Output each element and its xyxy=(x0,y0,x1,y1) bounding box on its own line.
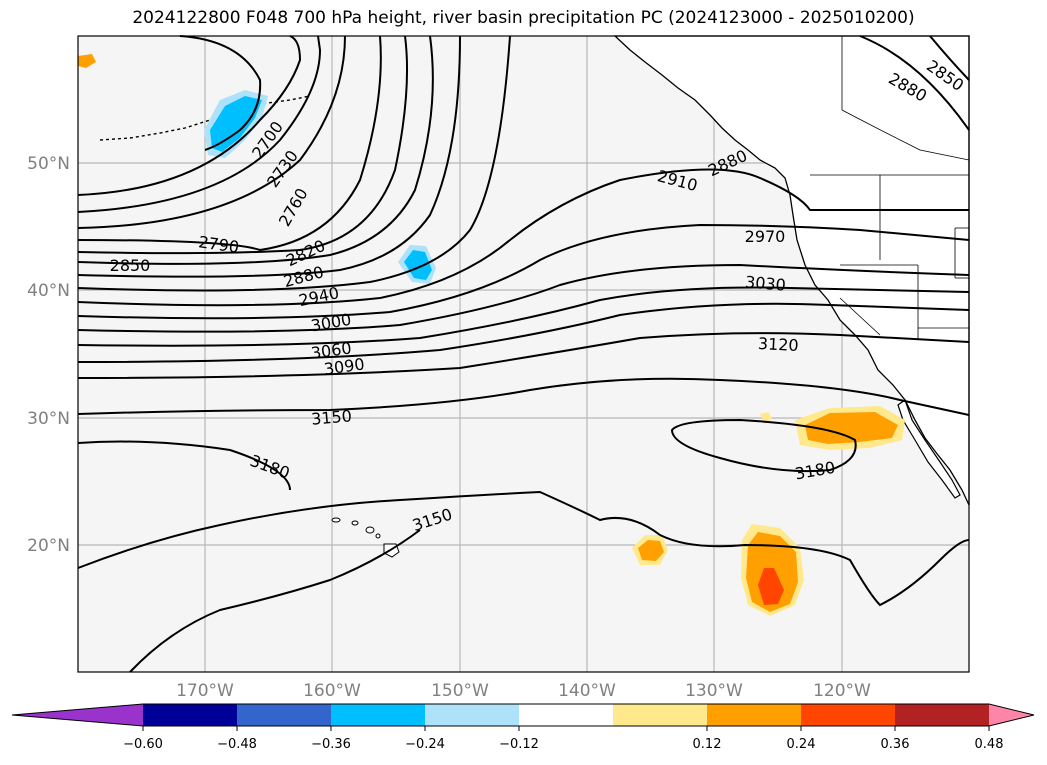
colorbar-tick-label: −0.60 xyxy=(123,737,163,752)
contour-label: 2850 xyxy=(110,256,151,275)
colorbar-segment xyxy=(425,704,520,726)
colorbar-segment xyxy=(895,704,990,726)
precip-neg-aleutian-core xyxy=(210,96,262,152)
borders xyxy=(810,36,970,340)
lon-label: 150°W xyxy=(431,681,489,701)
precip-pos-dot xyxy=(760,412,772,424)
precip-fills xyxy=(78,54,905,616)
contour-label: 3150 xyxy=(310,406,352,428)
lat-label: 20°N xyxy=(27,536,70,556)
lon-label: 130°W xyxy=(685,681,743,701)
lon-label: 120°W xyxy=(813,681,871,701)
lat-label: 50°N xyxy=(27,154,70,174)
map-frame xyxy=(77,35,970,673)
lon-label: 160°W xyxy=(303,681,361,701)
map-title: 2024122800 F048 700 hPa height, river ba… xyxy=(132,8,915,28)
colorbar-tick-label: −0.24 xyxy=(405,737,445,752)
lon-label: 170°W xyxy=(176,681,234,701)
colorbar-tick-label: 0.12 xyxy=(693,737,722,752)
lon-labels: 170°W 160°W 150°W 140°W 130°W 120°W xyxy=(176,681,871,701)
colorbar-segment xyxy=(143,704,238,726)
colorbar-extend-low xyxy=(12,704,143,726)
colorbar-segment xyxy=(237,704,332,726)
contour-label: 3030 xyxy=(744,272,786,294)
colorbar-segment xyxy=(519,704,614,726)
colorbar-tick-label: 0.36 xyxy=(881,737,910,752)
colorbar-extend-high xyxy=(989,704,1034,726)
land-north-america xyxy=(613,35,970,506)
contour-label: 3120 xyxy=(757,334,799,355)
height-contours xyxy=(77,35,970,673)
colorbar: −0.60 −0.48 −0.36 −0.24 −0.12 0.12 0.24 0.36 0.4… xyxy=(11,703,1035,752)
colorbar-segment xyxy=(801,704,896,726)
lon-label: 140°W xyxy=(558,681,616,701)
precip-neg-pacific-core xyxy=(404,250,432,280)
colorbar-tick-label: 0.48 xyxy=(975,737,1004,752)
precip-pos-corner xyxy=(78,54,96,68)
colorbar-tick-label: −0.48 xyxy=(217,737,257,752)
map-panel: 2850 2880 2880 2700 2730 2760 2790 2820 … xyxy=(77,35,970,673)
precip-pos-ne-pacific-core xyxy=(805,412,898,444)
colorbar-tick-label: 0.24 xyxy=(787,737,816,752)
colorbar-segment xyxy=(613,704,708,726)
lat-labels: 50°N 40°N 30°N 20°N xyxy=(27,154,70,556)
lat-label: 40°N xyxy=(27,281,70,301)
colorbar-tick-label: −0.36 xyxy=(311,737,351,752)
precip-pos-hi-core xyxy=(638,540,664,561)
lat-label: 30°N xyxy=(27,409,70,429)
contour-label: 2970 xyxy=(745,227,786,246)
colorbar-tick-label: −0.12 xyxy=(499,737,539,752)
colorbar-segment xyxy=(331,704,426,726)
colorbar-segment xyxy=(707,704,802,726)
precip-pos-south-core xyxy=(758,568,784,605)
